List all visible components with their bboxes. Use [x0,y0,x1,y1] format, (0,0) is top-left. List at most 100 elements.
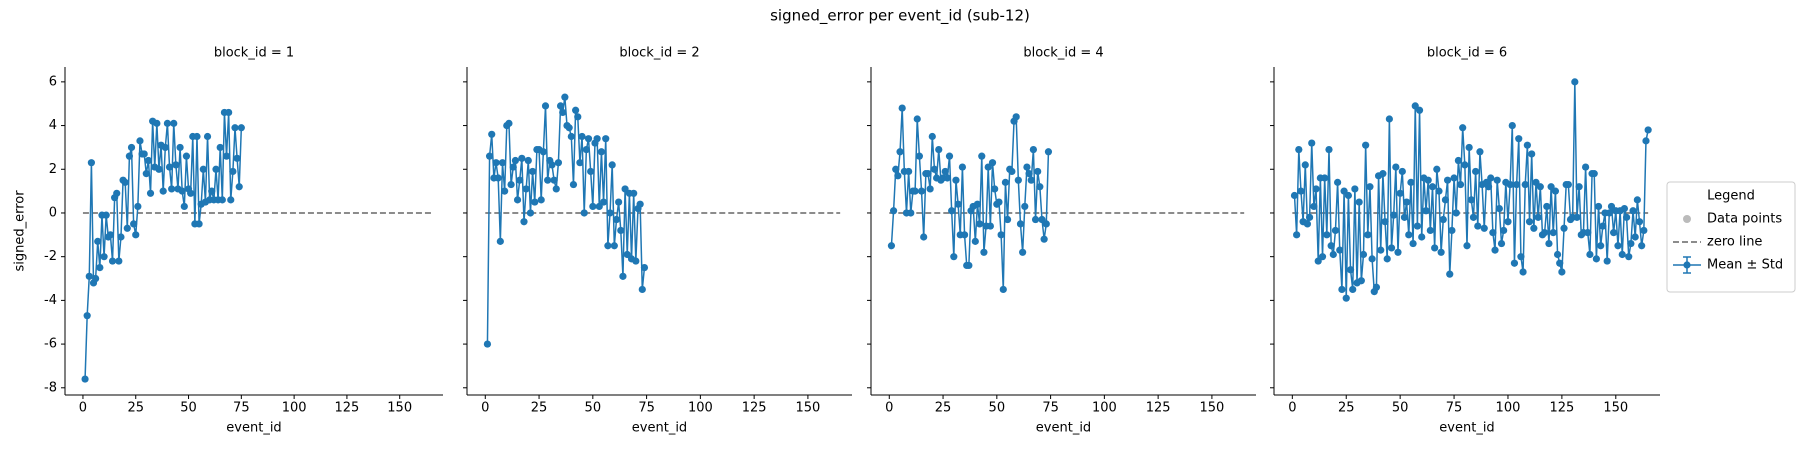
data-point [1312,185,1320,193]
data-point [100,253,108,261]
data-point [1372,283,1381,291]
x-tick-label: 150 [795,401,820,416]
data-point [1357,277,1365,285]
data-point [958,163,967,171]
data-point [113,189,121,197]
data-point [1016,220,1025,228]
data-point [146,189,155,197]
data-point [108,257,117,265]
data-point [1625,253,1633,261]
data-point [176,143,184,152]
data-point [1394,248,1402,256]
data-point [1400,213,1409,221]
data-point [1450,174,1458,182]
data-point [917,187,926,195]
data-point [1318,253,1327,261]
data-point [1605,209,1613,217]
data-point [1003,215,1012,224]
data-point [965,261,973,270]
data-point [1500,226,1508,235]
data-point [237,124,245,132]
data-point [1521,180,1529,189]
data-point [1590,170,1598,178]
data-point [1536,183,1544,191]
data-point [1301,161,1309,169]
data-point [163,119,172,127]
data-point [610,242,618,250]
data-point [617,226,625,235]
data-point [1456,180,1465,189]
data-point [1305,213,1314,221]
data-point [1493,176,1501,184]
data-point [1610,229,1618,237]
x-tick-label: 75 [233,401,250,416]
data-point [1359,250,1368,259]
data-point [928,132,936,141]
data-point [1407,178,1415,186]
data-point [494,174,502,182]
data-point [907,209,915,217]
data-point [155,165,163,173]
data-point [954,200,962,208]
data-point [1627,239,1635,248]
data-point [1543,202,1551,211]
legend-label: Mean ± Std [1707,258,1783,273]
data-point [1439,215,1447,224]
data-point [565,124,573,132]
data-point [561,93,569,101]
data-point [1295,146,1303,154]
data-point [94,237,102,245]
x-tick-label: 125 [335,401,360,416]
data-point [1392,163,1400,171]
data-point [1323,231,1331,239]
data-point [915,152,923,160]
data-point [1321,174,1329,182]
x-tick-label: 125 [1146,401,1171,416]
data-point [630,189,638,197]
data-point [134,202,142,211]
data-point [1603,257,1611,265]
data-point [997,231,1005,239]
data-point [898,104,906,112]
x-tick-label: 125 [742,401,767,416]
data-point [1642,137,1650,145]
x-tick-label: 150 [1199,401,1224,416]
data-point [606,209,614,217]
data-point [1344,191,1352,200]
data-point [178,187,186,195]
data-point [1517,253,1525,261]
data-point [1437,248,1445,256]
data-point [1435,187,1443,195]
data-point [106,231,115,239]
data-point [589,202,597,211]
data-point [1403,198,1411,206]
data-point [1463,242,1471,250]
data-point [1474,222,1482,230]
data-point [612,215,621,224]
series-line [84,112,243,380]
data-point [1008,167,1016,176]
data-point [1622,213,1631,221]
data-point [233,154,241,162]
data-point [1346,266,1355,274]
data-point [1362,141,1370,149]
x-tick-label: 50 [989,401,1006,416]
data-point [1413,222,1422,230]
data-point [924,170,932,178]
data-point [1021,202,1029,211]
data-point [567,132,575,141]
data-point [1381,218,1389,226]
panel-title: block_id = 6 [1427,46,1507,61]
data-point [1573,213,1581,221]
data-point [96,264,104,272]
data-point [935,146,943,154]
x-tick-label: 100 [1092,401,1117,416]
data-point [1571,78,1579,86]
data-point [1029,146,1037,154]
data-point [485,152,494,160]
data-point [1036,183,1044,191]
data-point [1377,246,1385,254]
x-tick-label: 50 [585,401,602,416]
data-point [1638,242,1646,250]
